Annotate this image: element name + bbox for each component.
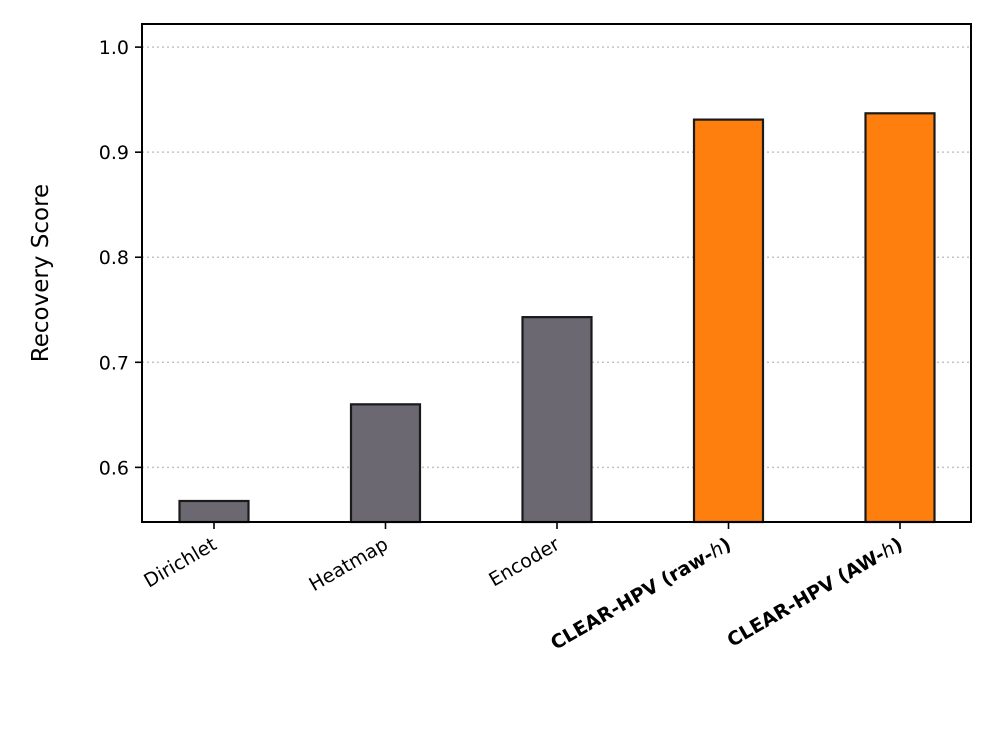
x-tick-label: Dirichlet xyxy=(140,533,220,592)
x-tick-label: CLEAR-HPV (AW-h) xyxy=(723,533,906,651)
bar xyxy=(864,112,936,524)
y-tick-label: 0.6 xyxy=(99,457,129,479)
bar xyxy=(349,403,422,524)
bars xyxy=(178,112,936,524)
y-axis-label: Recovery Score xyxy=(28,184,54,362)
x-tick-label: Encoder xyxy=(485,533,563,591)
x-tick-label: CLEAR-HPV (raw-h) xyxy=(547,533,735,654)
y-tick-label: 0.8 xyxy=(99,247,129,269)
y-tick-label: 0.7 xyxy=(99,352,129,374)
y-ticks: 0.6 0.7 0.8 0.9 1.0 xyxy=(99,37,142,479)
y-tick-label: 0.9 xyxy=(99,142,129,164)
bar xyxy=(178,499,250,524)
gridlines xyxy=(142,46,971,469)
x-tick-label: Heatmap xyxy=(305,533,392,596)
bar xyxy=(692,118,765,524)
bar xyxy=(521,316,593,524)
y-tick-label: 1.0 xyxy=(99,37,129,59)
